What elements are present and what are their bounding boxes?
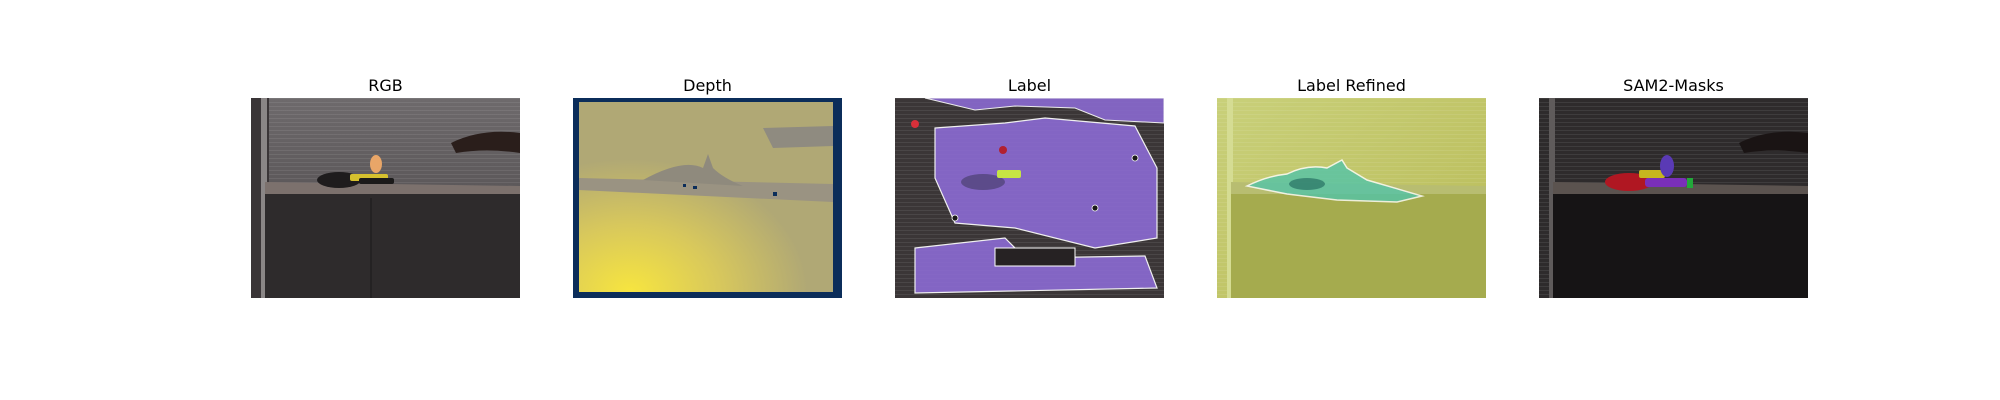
sam2-masks-image <box>1539 98 1808 298</box>
panel-title: Depth <box>683 76 732 95</box>
panel-title: SAM2-Masks <box>1623 76 1724 95</box>
panel-depth: Depth <box>573 74 842 298</box>
label-image <box>895 98 1164 298</box>
panel-sam2-masks: SAM2-Masks <box>1539 74 1808 298</box>
depth-image <box>573 98 842 298</box>
panel-title: RGB <box>368 76 403 95</box>
panel-title: Label Refined <box>1297 76 1406 95</box>
panel-label-refined: Label Refined <box>1217 74 1486 298</box>
panel-rgb: RGB <box>251 74 520 298</box>
panel-label: Label <box>895 74 1164 298</box>
label-refined-image <box>1217 98 1486 298</box>
panel-title: Label <box>1007 76 1052 95</box>
rgb-image <box>251 98 520 298</box>
